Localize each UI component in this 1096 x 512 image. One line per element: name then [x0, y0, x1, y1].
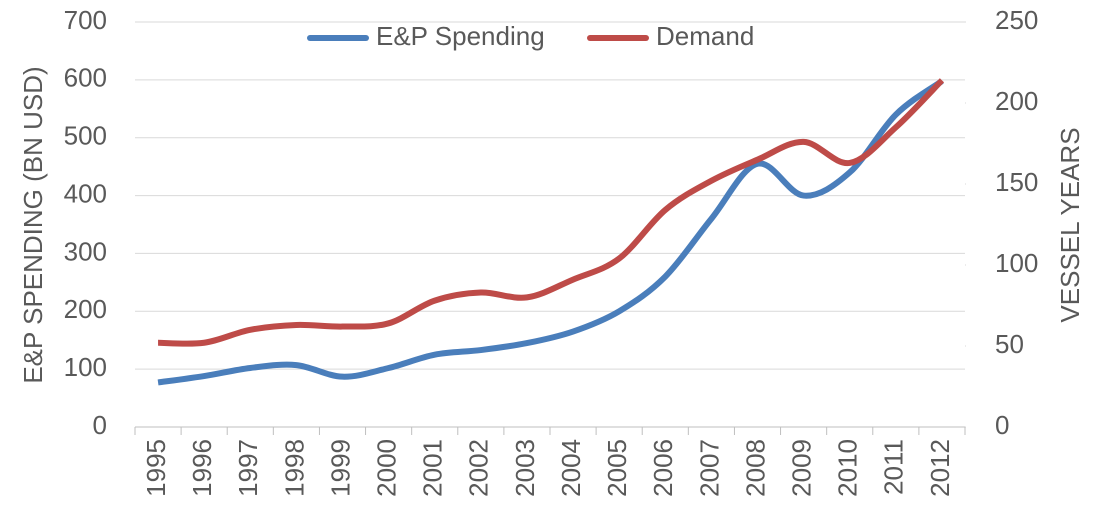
y-tick-label: 200 — [64, 294, 107, 324]
x-tick-label: 1997 — [233, 439, 263, 497]
legend-label: E&P Spending — [376, 21, 545, 51]
x-tick-label: 1995 — [141, 439, 171, 497]
x-tick-label: 2003 — [510, 439, 540, 497]
legend-label: Demand — [656, 21, 754, 51]
y2-tick-label: 0 — [995, 410, 1009, 440]
x-tick-label: 2002 — [464, 439, 494, 497]
y-tick-label: 600 — [64, 63, 107, 93]
x-tick-label: 1999 — [325, 439, 355, 497]
y2-tick-label: 150 — [995, 167, 1038, 197]
y2-axis-label: VESSEL YEARS — [1055, 127, 1085, 322]
y-tick-label: 500 — [64, 121, 107, 151]
x-tick-label: 2007 — [694, 439, 724, 497]
line-series — [158, 78, 945, 347]
y-tick-label: 700 — [64, 5, 107, 35]
x-tick-label: 2011 — [879, 439, 909, 495]
x-tick-label: 2012 — [925, 439, 955, 497]
y-tick-label: 300 — [64, 236, 107, 266]
y2-tick-label: 250 — [995, 5, 1038, 35]
x-tick-label: 2008 — [740, 439, 770, 497]
y-tick-label: 400 — [64, 178, 107, 208]
x-tick-label: 2006 — [648, 439, 678, 497]
x-tick-label: 2010 — [833, 439, 863, 497]
y-axis-label: E&P SPENDING (BN USD) — [18, 66, 48, 383]
x-tick-label: 2009 — [786, 439, 816, 497]
x-tick-label: 2004 — [556, 439, 586, 497]
y2-tick-label: 50 — [995, 329, 1024, 359]
x-tick-label: 2001 — [418, 439, 448, 497]
line-series — [157, 78, 944, 386]
x-tick-label: 2000 — [371, 439, 401, 497]
x-tick-label: 1996 — [187, 439, 217, 497]
y-tick-label: 0 — [93, 410, 107, 440]
y2-tick-label: 100 — [995, 248, 1038, 278]
x-tick-label: 1998 — [279, 439, 309, 497]
y-tick-label: 100 — [64, 352, 107, 382]
x-tick-label: 2005 — [602, 439, 632, 497]
y2-tick-label: 200 — [995, 86, 1038, 116]
